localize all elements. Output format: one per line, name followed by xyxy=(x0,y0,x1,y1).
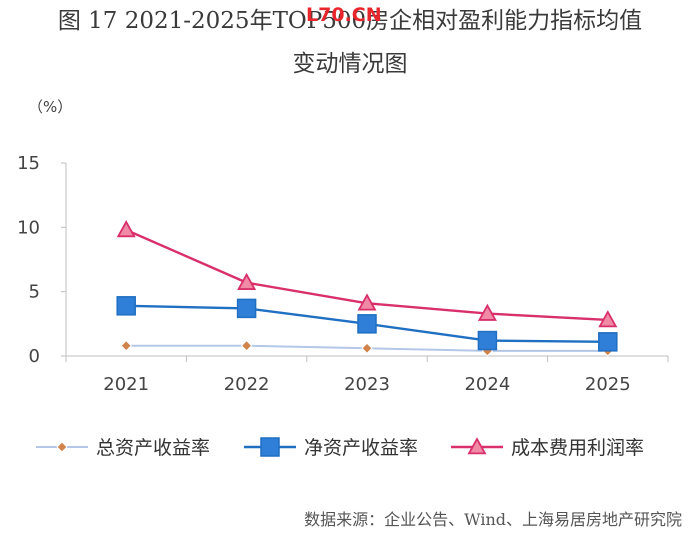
data-point xyxy=(477,330,498,351)
data-point xyxy=(357,293,377,311)
legend-marker xyxy=(56,441,68,453)
data-point xyxy=(357,314,377,334)
data-point xyxy=(236,298,257,319)
y-tick-label: 5 xyxy=(29,282,40,303)
axes: 0 5 10 15 2021 2022 2023 2024 2025 xyxy=(17,153,669,395)
legend-label: 总资产收益率 xyxy=(96,437,210,459)
x-tick-label: 2023 xyxy=(344,374,390,395)
y-tick-label: 10 xyxy=(17,217,40,238)
series-3 xyxy=(116,220,618,328)
data-point xyxy=(120,339,132,352)
chart-title-line1: 图 17 2021-2025年TOP500房企相对盈利能力指标均值 xyxy=(57,8,643,34)
data-point xyxy=(477,303,497,321)
data-point xyxy=(240,339,253,352)
watermark-text: L70.CN xyxy=(306,4,382,26)
y-tick-label: 0 xyxy=(29,346,40,367)
legend-label: 净资产收益率 xyxy=(304,437,418,459)
x-tick-label: 2025 xyxy=(585,374,631,395)
x-tick-label: 2022 xyxy=(224,374,270,395)
x-tick-label: 2021 xyxy=(103,374,149,395)
x-tick-label: 2024 xyxy=(464,374,510,395)
data-point xyxy=(116,220,136,238)
data-point xyxy=(598,310,618,328)
legend-label: 成本费用利润率 xyxy=(511,437,644,459)
series-1 xyxy=(120,339,614,357)
chart-title-line2: 变动情况图 xyxy=(292,51,408,77)
data-point xyxy=(116,296,136,316)
series-2 xyxy=(116,296,618,352)
legend-marker xyxy=(467,437,487,455)
legend-marker xyxy=(260,437,280,457)
data-point xyxy=(361,342,373,354)
legend: 总资产收益率 净资产收益率 成本费用利润率 xyxy=(36,437,644,459)
series-group xyxy=(116,220,618,357)
data-source-note: 数据来源：企业公告、Wind、上海易居房地产研究院 xyxy=(304,510,682,529)
y-tick-label: 15 xyxy=(17,153,40,174)
y-axis-unit-label: （%） xyxy=(28,98,73,116)
data-point xyxy=(237,272,257,290)
data-point xyxy=(598,332,618,352)
